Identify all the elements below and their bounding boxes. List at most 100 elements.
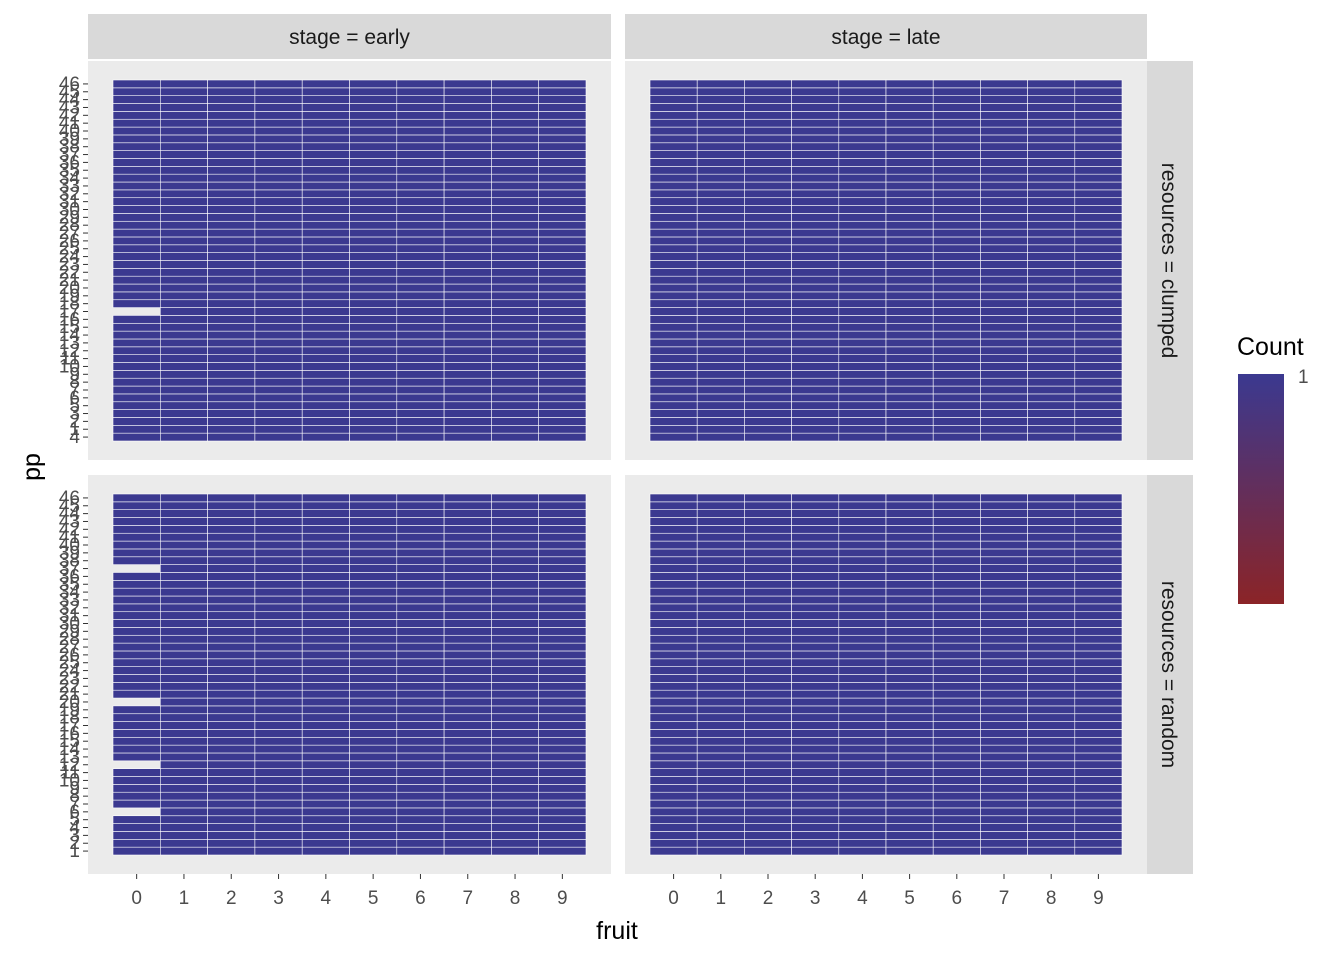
heatmap-cell [838, 87, 887, 96]
heatmap-cell [791, 268, 840, 277]
heatmap-cell [791, 658, 840, 667]
heatmap-cell [349, 713, 398, 722]
heatmap-cell [1027, 354, 1076, 363]
heatmap-cell [1027, 658, 1076, 667]
heatmap-cell [396, 118, 445, 128]
heatmap-cell [980, 385, 1028, 395]
heatmap-cell [649, 393, 698, 403]
heatmap-cell [349, 322, 398, 332]
heatmap-cell [396, 173, 445, 183]
heatmap-cell [301, 307, 350, 316]
heatmap-cell [112, 525, 161, 534]
y-tick-label: 24 [59, 661, 81, 682]
heatmap-cell [1027, 173, 1076, 183]
heatmap-cell [932, 768, 981, 777]
heatmap-cell [207, 260, 256, 269]
heatmap-cell [160, 768, 208, 777]
heatmap-cell [491, 674, 539, 683]
heatmap-cell [396, 540, 445, 550]
heatmap-cell [1074, 252, 1123, 261]
heatmap-cell [791, 839, 840, 848]
heatmap-cell [443, 666, 492, 675]
heatmap-cell [649, 776, 698, 785]
heatmap-cell [491, 362, 539, 371]
heatmap-cell [1027, 315, 1076, 324]
heatmap-cell [396, 236, 445, 246]
heatmap-cell [791, 79, 840, 89]
heatmap-cell [838, 307, 887, 316]
heatmap-cell [491, 682, 539, 691]
heatmap-cell [443, 799, 492, 809]
heatmap-cell [744, 799, 792, 809]
heatmap-cell [932, 634, 981, 644]
heatmap-cell [301, 118, 350, 128]
heatmap-cell [791, 432, 840, 442]
heatmap-cell [538, 509, 587, 518]
heatmap-cell [980, 236, 1028, 246]
heatmap-cell [1074, 103, 1123, 112]
heatmap-cell [744, 322, 792, 332]
heatmap-cell [932, 619, 981, 628]
heatmap-cell [744, 595, 792, 605]
heatmap-cell [744, 689, 792, 699]
heatmap-cell [932, 501, 981, 510]
heatmap-cell [980, 95, 1028, 104]
heatmap-cell [744, 401, 792, 410]
heatmap-cell [443, 791, 492, 801]
heatmap-cell [254, 650, 303, 660]
heatmap-cell [696, 354, 745, 363]
heatmap-cell [885, 220, 934, 230]
strip-row-random-label: resources = random [1157, 581, 1180, 768]
strip-col-late [625, 14, 1147, 59]
heatmap-cell [112, 111, 161, 120]
heatmap-cell [649, 268, 698, 277]
heatmap-cell [980, 556, 1028, 565]
heatmap-cell [932, 338, 981, 348]
heatmap-cell [254, 713, 303, 722]
heatmap-cell [538, 118, 587, 128]
heatmap-cell [980, 322, 1028, 332]
heatmap-cell [932, 791, 981, 801]
heatmap-cell [932, 564, 981, 573]
heatmap-cell [112, 705, 161, 715]
heatmap-cell [349, 158, 398, 167]
heatmap-cell [744, 587, 792, 597]
heatmap-cell [207, 134, 256, 144]
heatmap-cell [160, 275, 208, 285]
heatmap-cell [1074, 228, 1123, 238]
heatmap-cell [491, 432, 539, 442]
heatmap-cell [254, 548, 303, 558]
heatmap-cell [491, 79, 539, 89]
heatmap-cell [112, 682, 161, 691]
heatmap-cell [491, 220, 539, 230]
heatmap-cell [254, 393, 303, 403]
heatmap-cell [649, 846, 698, 856]
heatmap-cell [980, 126, 1028, 136]
heatmap-cell [112, 572, 161, 581]
heatmap-cell [160, 181, 208, 191]
heatmap-cell [885, 517, 934, 526]
heatmap-cell [696, 260, 745, 269]
heatmap-cell [160, 205, 208, 214]
heatmap-cell [254, 674, 303, 683]
heatmap-cell [207, 401, 256, 410]
heatmap-cell [112, 126, 161, 136]
heatmap-cell [649, 682, 698, 691]
heatmap-cell [980, 823, 1028, 832]
y-tick-label: 2 [69, 411, 80, 432]
heatmap-cell [1027, 768, 1076, 777]
y-tick-label: 37 [59, 145, 80, 166]
heatmap-cell [744, 307, 792, 316]
heatmap-cell [696, 587, 745, 597]
heatmap-cell [744, 791, 792, 801]
heatmap-cell [932, 181, 981, 191]
heatmap-cell [649, 134, 698, 144]
heatmap-cell [649, 299, 698, 308]
heatmap-cell [112, 666, 161, 675]
heatmap-cell [538, 650, 587, 660]
heatmap-cell [112, 634, 161, 644]
heatmap-cell [254, 417, 303, 426]
heatmap-cell [885, 736, 934, 746]
heatmap-cell [980, 580, 1028, 589]
heatmap-cell [301, 173, 350, 183]
